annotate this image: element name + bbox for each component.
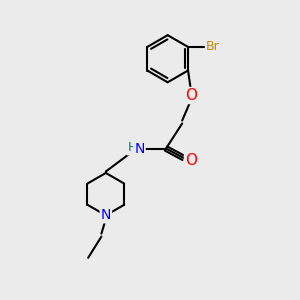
Text: N: N (100, 208, 111, 222)
Text: Br: Br (206, 40, 220, 53)
Text: O: O (185, 153, 197, 168)
Text: O: O (185, 88, 197, 103)
Text: H: H (128, 141, 137, 154)
Text: N: N (134, 142, 145, 155)
